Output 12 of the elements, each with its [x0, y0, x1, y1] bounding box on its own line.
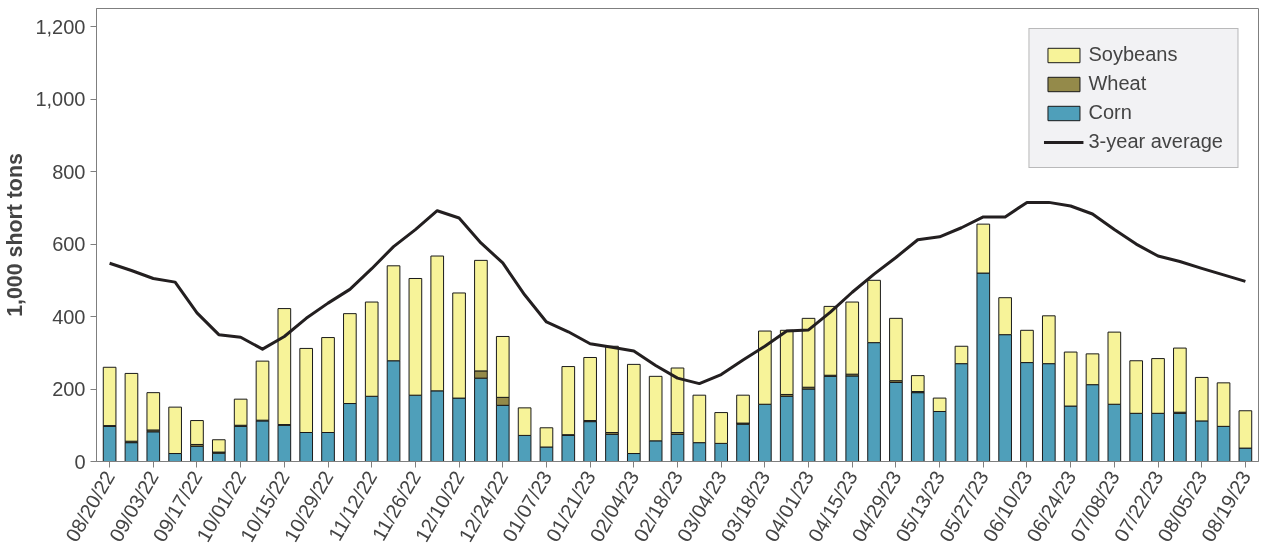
y-tick-label: 600 [52, 233, 86, 256]
y-tick-label: 400 [52, 305, 86, 328]
y-tick-label: 200 [52, 378, 86, 401]
y-tick-label: 800 [52, 160, 86, 183]
legend-label: Corn [1088, 101, 1132, 124]
y-tick-label: 0 [74, 450, 86, 473]
legend-label: Wheat [1088, 72, 1147, 95]
y-tick-label: 1,200 [35, 15, 86, 38]
y-tick-label: 1,000 [35, 88, 86, 111]
legend-label: Soybeans [1088, 43, 1178, 66]
y-axis-title: 1,000 short tons [3, 153, 28, 317]
legend-label: 3-year average [1088, 130, 1223, 153]
